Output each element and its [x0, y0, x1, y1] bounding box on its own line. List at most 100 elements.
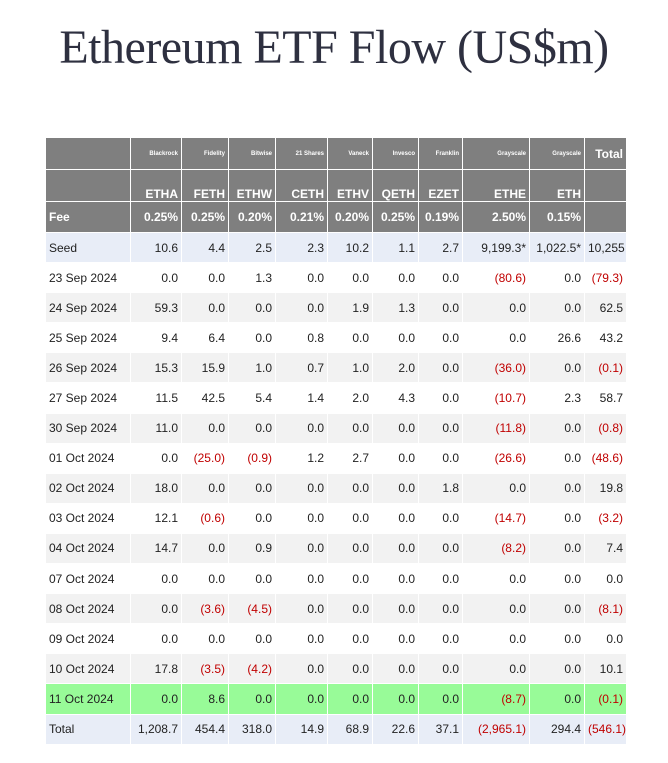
flow-cell: 0.0 [462, 563, 530, 595]
flow-cell: 0.0 [372, 412, 419, 444]
flow-cell: 1,022.5* [529, 231, 585, 264]
fee-cell: 0.21% [275, 201, 328, 233]
flow-cell: 0.0 [372, 472, 419, 504]
table-row: 09 Oct 2024 0.0 0.0 0.0 0.0 0.0 0.0 0.0 0.0 0.0 0.… [45, 623, 627, 655]
flow-cell: 0.0 [418, 653, 463, 685]
flow-cell: 1.2 [275, 442, 328, 474]
flow-cell: 17.8 [130, 653, 182, 685]
row-label: 24 Sep 2024 [45, 292, 131, 324]
flow-cell: 294.4 [529, 713, 585, 745]
row-label: Total [45, 713, 131, 745]
flow-cell: 0.0 [529, 563, 585, 595]
flow-cell: 0.0 [529, 262, 585, 294]
flow-cell: 0.0 [275, 653, 328, 685]
flow-cell: 0.0 [529, 683, 585, 715]
fee-cell: 0.25% [372, 201, 419, 233]
table-row: 25 Sep 2024 9.4 6.4 0.0 0.8 0.0 0.0 0.0 0.0 26.6 4… [45, 322, 627, 354]
flow-cell: 2.0 [327, 382, 373, 414]
flow-cell: 0.0 [275, 412, 328, 444]
flow-cell: 0.0 [529, 532, 585, 565]
fee-cell: 0.19% [418, 201, 463, 233]
flow-cell: 12.1 [130, 502, 182, 534]
flow-cell: (80.6) [462, 262, 530, 294]
row-label: 26 Sep 2024 [45, 352, 131, 384]
flow-cell: 11.0 [130, 412, 182, 444]
flow-cell: 2.0 [372, 352, 419, 384]
flow-cell: 2.3 [275, 231, 328, 264]
row-label: 02 Oct 2024 [45, 472, 131, 504]
row-label: 01 Oct 2024 [45, 442, 131, 474]
row-total-cell: (0.1) [584, 683, 627, 715]
flow-cell: 1.1 [372, 231, 419, 264]
flow-cell: 0.0 [275, 262, 328, 294]
fee-cell: 0.25% [181, 201, 229, 233]
flow-cell: 1.0 [228, 352, 276, 384]
table-row: 26 Sep 2024 15.3 15.9 1.0 0.7 1.0 2.0 0.0 (36.0)… [45, 352, 627, 384]
flow-cell: 14.9 [275, 713, 328, 745]
flow-cell: 0.7 [275, 352, 328, 384]
flow-cell: 0.0 [462, 322, 530, 354]
flow-cell: 0.0 [462, 653, 530, 685]
flow-cell: 11.5 [130, 382, 182, 414]
issuer-cell: Blackrock [130, 137, 182, 170]
flow-cell: 0.9 [228, 532, 276, 565]
flow-cell: 10.6 [130, 231, 182, 264]
row-label: 10 Oct 2024 [45, 653, 131, 685]
fee-header-row: Fee 0.25% 0.25% 0.20% 0.21% 0.20% 0.25% … [45, 201, 627, 233]
flow-cell: (0.9) [228, 442, 276, 474]
flow-cell: 59.3 [130, 292, 182, 324]
flow-cell: 0.0 [418, 683, 463, 715]
row-total-cell: (3.2) [584, 502, 627, 534]
flow-cell: 0.0 [228, 472, 276, 504]
row-total-cell: 43.2 [584, 322, 627, 354]
flow-cell: 0.0 [130, 623, 182, 655]
table-row: 03 Oct 2024 12.1 (0.6) 0.0 0.0 0.0 0.0 0.0 (14.7… [45, 502, 627, 534]
seed-row: Seed 10.6 4.4 2.5 2.3 10.2 1.1 2.7 9,199.3* 1,022… [45, 231, 627, 264]
flow-cell: 0.0 [418, 292, 463, 324]
issuer-cell: Invesco [372, 137, 419, 170]
flow-cell: 0.0 [529, 472, 585, 504]
flow-cell: 0.0 [327, 532, 373, 565]
flow-cell: (3.5) [181, 653, 229, 685]
ticker-cell: EZET [418, 169, 463, 202]
flow-cell: 0.0 [275, 502, 328, 534]
flow-cell: 1.4 [275, 382, 328, 414]
flow-cell: 0.0 [181, 532, 229, 565]
flow-cell: 37.1 [418, 713, 463, 745]
flow-cell: 0.0 [228, 623, 276, 655]
ticker-cell: ETHA [130, 169, 182, 202]
flow-cell: 0.0 [181, 262, 229, 294]
flow-cell: 0.0 [418, 262, 463, 294]
flow-cell: 0.0 [372, 532, 419, 565]
fee-cell: 0.20% [327, 201, 373, 233]
row-label: 07 Oct 2024 [45, 563, 131, 595]
flow-cell: 15.9 [181, 352, 229, 384]
flow-cell: 0.0 [462, 292, 530, 324]
flow-cell: 42.5 [181, 382, 229, 414]
flow-cell: 0.0 [275, 532, 328, 565]
row-total-cell: (79.3) [584, 262, 627, 294]
flow-cell: 0.0 [327, 262, 373, 294]
flow-cell: 2.3 [529, 382, 585, 414]
row-total-cell: 7.4 [584, 532, 627, 565]
row-label: 23 Sep 2024 [45, 262, 131, 294]
flow-cell: 2.7 [418, 231, 463, 264]
flow-cell: 0.0 [327, 502, 373, 534]
fee-cell: 0.15% [529, 201, 585, 233]
row-label: 04 Oct 2024 [45, 532, 131, 565]
flow-cell: 1.9 [327, 292, 373, 324]
corner-cell [45, 137, 131, 170]
flow-cell: 0.0 [181, 563, 229, 595]
issuer-cell: Vaneck [327, 137, 373, 170]
flow-cell: 454.4 [181, 713, 229, 745]
flow-cell: 0.0 [327, 593, 373, 625]
flow-cell: 22.6 [372, 713, 419, 745]
row-total-cell: 0.0 [584, 563, 627, 595]
issuer-cell: Bitwise [228, 137, 276, 170]
flow-cell: 0.0 [327, 322, 373, 354]
issuer-cell: Franklin [418, 137, 463, 170]
row-total-cell: 62.5 [584, 292, 627, 324]
flow-cell: 0.0 [372, 442, 419, 474]
page-title: Ethereum ETF Flow (US$m) [59, 21, 609, 74]
etf-flow-table: Blackrock Fidelity Bitwise 21 Shares Van… [45, 137, 627, 745]
